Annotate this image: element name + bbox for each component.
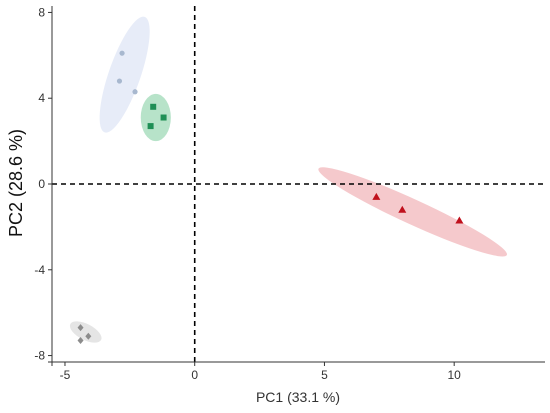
data-point-series-2	[160, 114, 167, 121]
reference-lines	[52, 6, 545, 362]
data-point-series-2	[147, 123, 154, 130]
x-tick-label: 10	[448, 368, 462, 382]
y-tick-label: -4	[34, 263, 45, 277]
confidence-ellipse-3	[318, 167, 507, 257]
x-axis-label: PC1 (33.1 %)	[256, 389, 340, 405]
confidence-ellipse-1	[99, 16, 150, 133]
data-point-series-3	[398, 205, 407, 213]
ellipse-layer	[69, 16, 507, 343]
data-point-series-3	[455, 216, 464, 224]
data-point-series-4	[77, 337, 84, 345]
y-tick-label: 4	[38, 91, 45, 105]
x-tick-label: 5	[321, 368, 328, 382]
y-axis-label: PC2 (28.6 %)	[6, 129, 26, 237]
y-tick-label: 0	[38, 177, 45, 191]
x-tick-label: 0	[191, 368, 198, 382]
data-point-series-4	[77, 324, 84, 332]
data-point-series-1	[119, 50, 125, 56]
data-point-series-1	[116, 78, 123, 84]
axes	[48, 6, 545, 366]
data-point-series-1	[132, 89, 138, 95]
y-tick-label: -8	[34, 349, 45, 363]
x-tick-label: -5	[60, 368, 71, 382]
data-point-series-2	[150, 103, 157, 110]
tick-labels: -5 0 5 10 8 4 0 -4 -8	[34, 5, 461, 382]
confidence-ellipse-4	[69, 321, 102, 343]
data-point-series-3	[372, 192, 381, 200]
confidence-ellipse-2	[140, 93, 171, 142]
data-point-series-4	[85, 332, 92, 340]
points-layer	[77, 50, 464, 345]
y-tick-label: 8	[38, 5, 45, 19]
